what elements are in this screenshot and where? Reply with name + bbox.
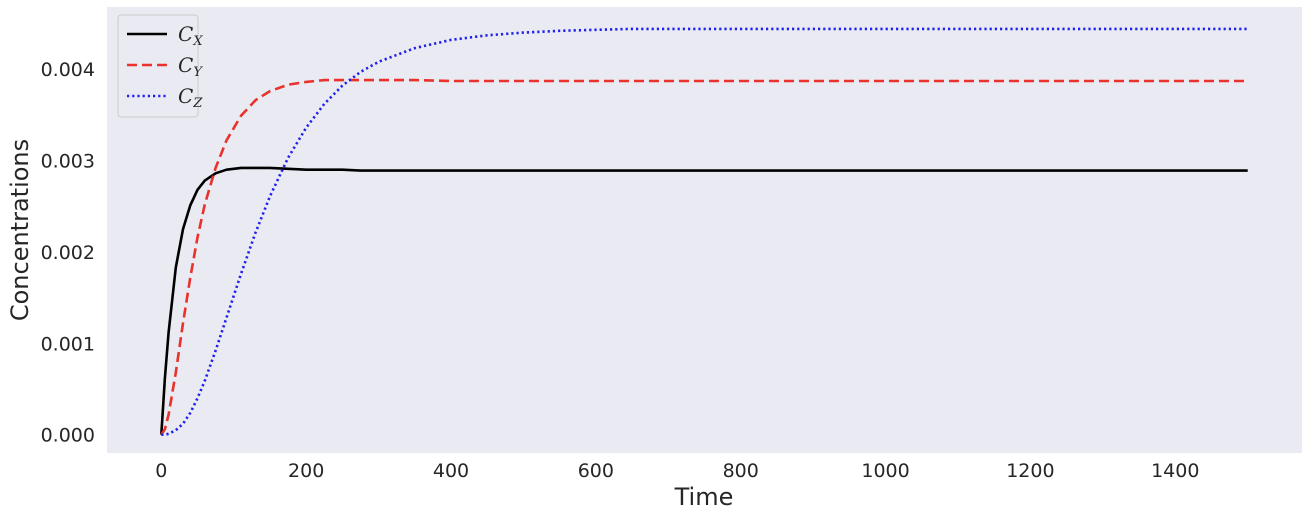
- x-tick-label: 200: [288, 460, 324, 482]
- series-lines: [160, 27, 1248, 436]
- y-tick-label: 0.003: [41, 151, 95, 173]
- y-tick-label: 0.000: [41, 425, 95, 447]
- series-line-y: [160, 78, 1248, 436]
- y-axis-label: Concentrations: [6, 139, 34, 321]
- y-tick-label: 0.002: [41, 242, 95, 264]
- x-tick-label: 800: [723, 460, 759, 482]
- x-tick-label: 0: [155, 460, 167, 482]
- y-tick-label: 0.004: [41, 59, 95, 81]
- x-axis-label: Time: [674, 483, 734, 511]
- x-axis-ticks: 0 200 400 600 800 1000 1200 1400: [155, 460, 1199, 482]
- x-tick-label: 400: [433, 460, 469, 482]
- plot-area: [107, 7, 1302, 453]
- x-tick-label: 600: [578, 460, 614, 482]
- x-tick-label: 1000: [861, 460, 909, 482]
- x-tick-label: 1400: [1151, 460, 1199, 482]
- y-tick-label: 0.001: [41, 333, 95, 355]
- y-axis-ticks: 0.000 0.001 0.002 0.003 0.004: [41, 59, 95, 447]
- x-tick-label: 1200: [1006, 460, 1054, 482]
- series-line-x: [160, 166, 1248, 435]
